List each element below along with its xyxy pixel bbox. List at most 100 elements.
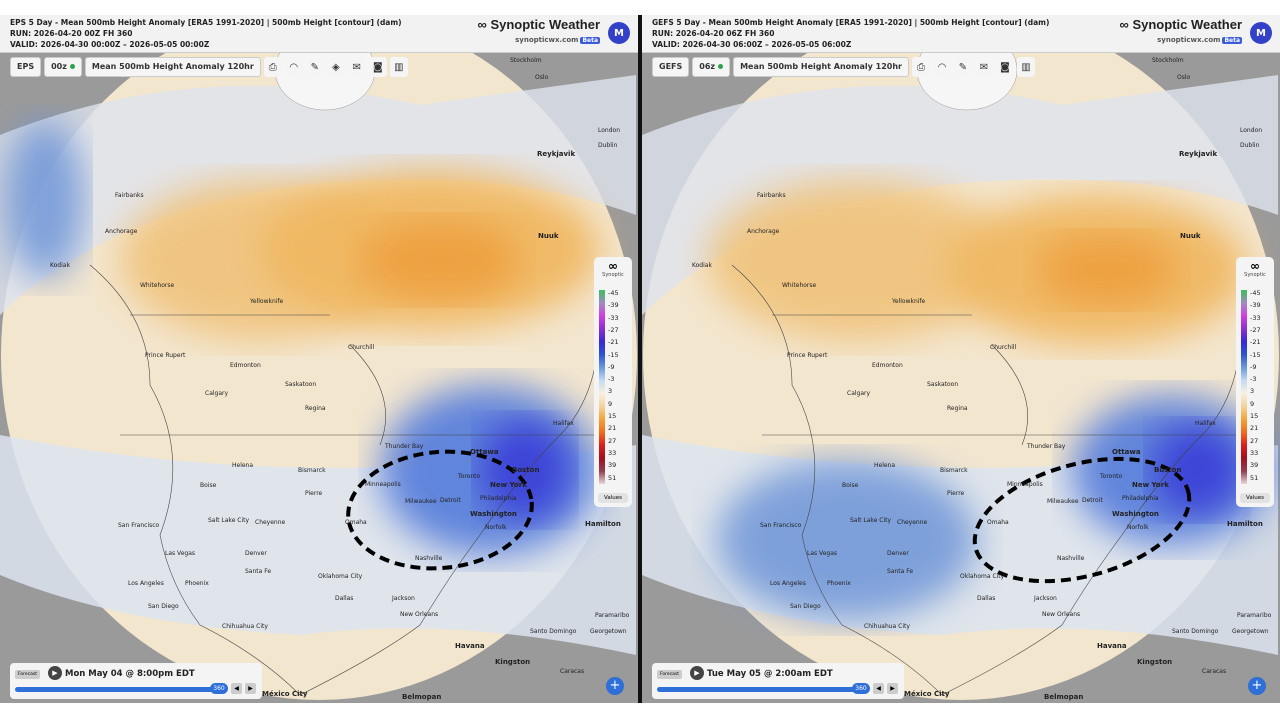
legend-tick: -27 — [608, 325, 619, 334]
map-icon[interactable]: ▥ — [1016, 57, 1035, 77]
city-label: Georgetown — [590, 628, 627, 635]
city-label: Fairbanks — [115, 192, 144, 199]
city-label: Oslo — [1177, 74, 1191, 81]
city-label: Calgary — [205, 390, 229, 397]
city-label: Prince Rupert — [145, 352, 186, 359]
map-icon[interactable]: ▥ — [389, 57, 408, 77]
anomaly-region — [707, 180, 1007, 340]
city-label: Dallas — [977, 595, 996, 602]
city-label: Norfolk — [485, 524, 507, 531]
cycle-select[interactable]: 00z — [44, 57, 82, 77]
city-label: Caracas — [1202, 668, 1227, 675]
city-label: Jackson — [392, 595, 415, 602]
city-label: Churchill — [990, 344, 1017, 351]
city-label: Kingston — [1137, 658, 1173, 666]
legend-tick: 3 — [608, 387, 613, 396]
anomaly-region — [360, 220, 520, 300]
envelope-icon[interactable]: ✉ — [347, 57, 366, 77]
legend-tick: -3 — [1250, 375, 1257, 384]
anomaly-region — [480, 420, 570, 520]
city-label: Chihuahua City — [864, 623, 910, 630]
anomaly-map[interactable] — [0, 15, 638, 703]
pencil-icon[interactable]: ✎ — [305, 57, 324, 77]
city-label: Philadelphia — [1122, 495, 1159, 502]
legend-tick: 39 — [1250, 461, 1259, 470]
city-label: Belmopan — [402, 693, 442, 701]
city-label: Saskatoon — [285, 381, 317, 388]
valid-info: VALID: 2026-04-30 06:00Z – 2026-05-05 06… — [652, 40, 852, 49]
model-select[interactable]: EPS — [10, 57, 42, 77]
add-button[interactable]: + — [1248, 677, 1266, 695]
city-label: Los Angeles — [128, 580, 164, 587]
add-button[interactable]: + — [606, 677, 624, 695]
camera-icon[interactable]: ◙ — [995, 57, 1014, 77]
city-label: New York — [490, 481, 527, 489]
play-button[interactable]: ▶ — [48, 666, 62, 680]
step-back-button[interactable]: ◀ — [873, 683, 884, 694]
slider-handle[interactable]: 360 — [852, 683, 870, 694]
forecast-button[interactable]: Forecast — [15, 670, 41, 679]
city-label: Reykjavik — [1179, 150, 1218, 158]
step-forward-button[interactable]: ▶ — [245, 683, 256, 694]
time-slider[interactable] — [657, 687, 867, 692]
city-label: San Francisco — [118, 522, 160, 529]
model-select[interactable]: GEFS — [652, 57, 690, 77]
envelope-icon[interactable]: ✉ — [974, 57, 993, 77]
city-label: Cheyenne — [255, 519, 286, 526]
color-legend: ∞ Synoptic -45 -39 -33 -27 -21 -15 -9 -3 3 9 15 21 2… — [1236, 257, 1274, 507]
legend-tick: 21 — [1250, 424, 1259, 433]
values-button[interactable]: Values — [1240, 493, 1270, 503]
city-label: Paramaribo — [595, 612, 630, 619]
avatar[interactable]: M — [1250, 22, 1272, 44]
legend-tick: -3 — [608, 375, 615, 384]
brand-logo[interactable]: ∞ Synoptic Weather — [477, 17, 600, 32]
blue-band — [642, 75, 1278, 315]
avatar[interactable]: M — [608, 22, 630, 44]
print-icon[interactable]: ⎙ — [263, 57, 282, 77]
city-label: Fairbanks — [757, 192, 786, 199]
step-forward-button[interactable]: ▶ — [887, 683, 898, 694]
city-label: Las Vegas — [165, 550, 195, 557]
gauge-icon[interactable]: ◠ — [932, 57, 951, 77]
pencil-icon[interactable]: ✎ — [953, 57, 972, 77]
values-button[interactable]: Values — [598, 493, 628, 503]
legend-tick: 3 — [1250, 387, 1255, 396]
beta-badge: Beta — [580, 37, 600, 44]
slider-handle[interactable]: 360 — [210, 683, 228, 694]
time-slider[interactable] — [15, 687, 225, 692]
step-back-button[interactable]: ◀ — [231, 683, 242, 694]
cycle-select[interactable]: 06z — [692, 57, 731, 77]
legend-tick: 27 — [1250, 436, 1259, 445]
city-label: Phoenix — [185, 580, 209, 587]
gauge-icon[interactable]: ◠ — [284, 57, 303, 77]
brand-logo[interactable]: ∞ Synoptic Weather — [1119, 17, 1242, 32]
legend-tick: 33 — [608, 448, 617, 457]
site-link[interactable]: synopticwx.com — [1157, 36, 1221, 44]
legend-tick: -33 — [608, 313, 619, 322]
infinity-logo-icon: ∞ — [608, 259, 618, 273]
camera-icon[interactable]: ◙ — [368, 57, 387, 77]
print-icon[interactable]: ⎙ — [911, 57, 930, 77]
legend-tick: -15 — [1250, 350, 1261, 359]
infinity-logo-icon: ∞ — [1250, 259, 1260, 273]
city-label: Thunder Bay — [385, 443, 424, 450]
legend-tick: -9 — [1250, 362, 1257, 371]
anomaly-map[interactable] — [642, 15, 1280, 703]
city-label: Santa Fe — [245, 568, 272, 575]
legend-tick: 33 — [1250, 448, 1259, 457]
product-select[interactable]: Mean 500mb Height Anomaly 120hr — [733, 57, 909, 77]
panel-divider[interactable] — [638, 15, 642, 703]
site-link[interactable]: synopticwx.com — [515, 36, 579, 44]
city-label: Ottawa — [1112, 448, 1141, 456]
city-label: Hamilton — [585, 520, 621, 528]
city-label: Toronto — [1100, 473, 1123, 480]
city-label: Ottawa — [470, 448, 499, 456]
playback-control: Forecast ▶ Tue May 05 @ 2:00am EDT 360 ◀… — [652, 663, 904, 699]
forecast-button[interactable]: Forecast — [657, 670, 683, 679]
layers-icon[interactable]: ◈ — [326, 57, 345, 77]
play-button[interactable]: ▶ — [690, 666, 704, 680]
city-label: Pierre — [305, 490, 323, 497]
city-label: Omaha — [987, 519, 1009, 526]
city-label: Salt Lake City — [208, 517, 250, 524]
product-select[interactable]: Mean 500mb Height Anomaly 120hr — [84, 57, 261, 77]
